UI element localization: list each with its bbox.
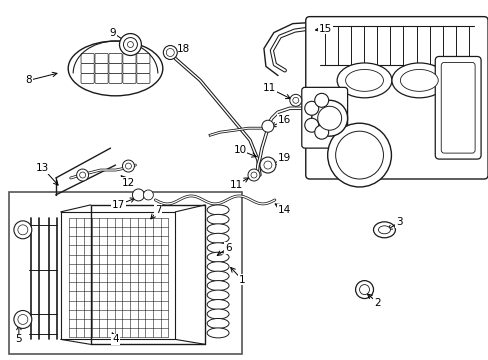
- Text: 12: 12: [122, 178, 135, 188]
- Bar: [9, 192, 242, 354]
- Text: 9: 9: [109, 28, 116, 37]
- FancyBboxPatch shape: [109, 54, 122, 63]
- FancyBboxPatch shape: [440, 62, 474, 153]
- Ellipse shape: [207, 214, 228, 224]
- Text: 2: 2: [373, 297, 380, 307]
- Circle shape: [18, 225, 28, 235]
- Circle shape: [127, 41, 133, 48]
- Circle shape: [77, 169, 88, 181]
- Text: 1: 1: [238, 275, 245, 285]
- Ellipse shape: [336, 63, 391, 98]
- Ellipse shape: [68, 41, 163, 96]
- Circle shape: [163, 45, 177, 59]
- FancyBboxPatch shape: [81, 73, 94, 84]
- Ellipse shape: [207, 328, 228, 338]
- Text: 5: 5: [16, 334, 22, 345]
- Ellipse shape: [207, 262, 228, 272]
- Text: 10: 10: [233, 145, 246, 155]
- Text: 11: 11: [229, 180, 242, 190]
- FancyBboxPatch shape: [109, 63, 122, 73]
- Circle shape: [304, 118, 318, 132]
- Text: 14: 14: [278, 205, 291, 215]
- Text: 15: 15: [318, 24, 332, 33]
- Circle shape: [335, 131, 383, 179]
- Circle shape: [304, 101, 318, 115]
- Text: 16: 16: [278, 115, 291, 125]
- Circle shape: [314, 125, 328, 139]
- Ellipse shape: [207, 290, 228, 300]
- FancyBboxPatch shape: [95, 73, 108, 84]
- Circle shape: [260, 157, 275, 173]
- Circle shape: [327, 123, 390, 187]
- FancyBboxPatch shape: [137, 63, 150, 73]
- Circle shape: [125, 163, 131, 169]
- Circle shape: [122, 160, 134, 172]
- Ellipse shape: [207, 300, 228, 310]
- Text: 8: 8: [25, 75, 32, 85]
- Circle shape: [18, 315, 28, 324]
- FancyBboxPatch shape: [301, 87, 347, 148]
- Circle shape: [143, 190, 153, 200]
- Circle shape: [119, 33, 141, 55]
- Ellipse shape: [207, 243, 228, 253]
- FancyBboxPatch shape: [305, 17, 487, 179]
- Circle shape: [314, 93, 328, 107]
- Text: 6: 6: [224, 243, 231, 253]
- Ellipse shape: [391, 63, 446, 98]
- FancyBboxPatch shape: [434, 57, 480, 159]
- FancyBboxPatch shape: [95, 63, 108, 73]
- FancyBboxPatch shape: [109, 73, 122, 84]
- FancyBboxPatch shape: [137, 73, 150, 84]
- Ellipse shape: [207, 224, 228, 234]
- Circle shape: [359, 285, 369, 294]
- Circle shape: [250, 172, 256, 178]
- Ellipse shape: [207, 252, 228, 262]
- Ellipse shape: [207, 319, 228, 328]
- Ellipse shape: [207, 205, 228, 215]
- Circle shape: [292, 97, 298, 103]
- Circle shape: [80, 172, 85, 178]
- FancyBboxPatch shape: [122, 63, 136, 73]
- FancyBboxPatch shape: [95, 54, 108, 63]
- Circle shape: [262, 120, 273, 132]
- Circle shape: [311, 100, 347, 136]
- Text: 19: 19: [278, 153, 291, 163]
- FancyBboxPatch shape: [122, 54, 136, 63]
- Ellipse shape: [207, 309, 228, 319]
- Circle shape: [317, 106, 341, 130]
- Ellipse shape: [207, 233, 228, 243]
- Ellipse shape: [378, 226, 389, 234]
- FancyBboxPatch shape: [137, 54, 150, 63]
- Circle shape: [123, 37, 137, 51]
- Ellipse shape: [207, 280, 228, 291]
- FancyBboxPatch shape: [122, 73, 136, 84]
- Ellipse shape: [373, 222, 395, 238]
- Text: 18: 18: [176, 44, 189, 54]
- Circle shape: [14, 310, 32, 328]
- FancyBboxPatch shape: [81, 54, 94, 63]
- Ellipse shape: [400, 69, 437, 91]
- Circle shape: [247, 169, 260, 181]
- FancyBboxPatch shape: [81, 63, 94, 73]
- Text: 4: 4: [112, 334, 119, 345]
- Circle shape: [166, 49, 174, 57]
- Text: 7: 7: [155, 205, 162, 215]
- Circle shape: [264, 161, 271, 169]
- Circle shape: [289, 94, 301, 106]
- Text: 17: 17: [112, 200, 125, 210]
- Ellipse shape: [207, 271, 228, 281]
- Ellipse shape: [345, 69, 383, 91]
- Circle shape: [14, 221, 32, 239]
- Text: 11: 11: [263, 84, 276, 93]
- Text: 3: 3: [395, 217, 402, 227]
- Circle shape: [132, 189, 144, 201]
- Circle shape: [355, 280, 373, 298]
- Text: 13: 13: [36, 163, 49, 173]
